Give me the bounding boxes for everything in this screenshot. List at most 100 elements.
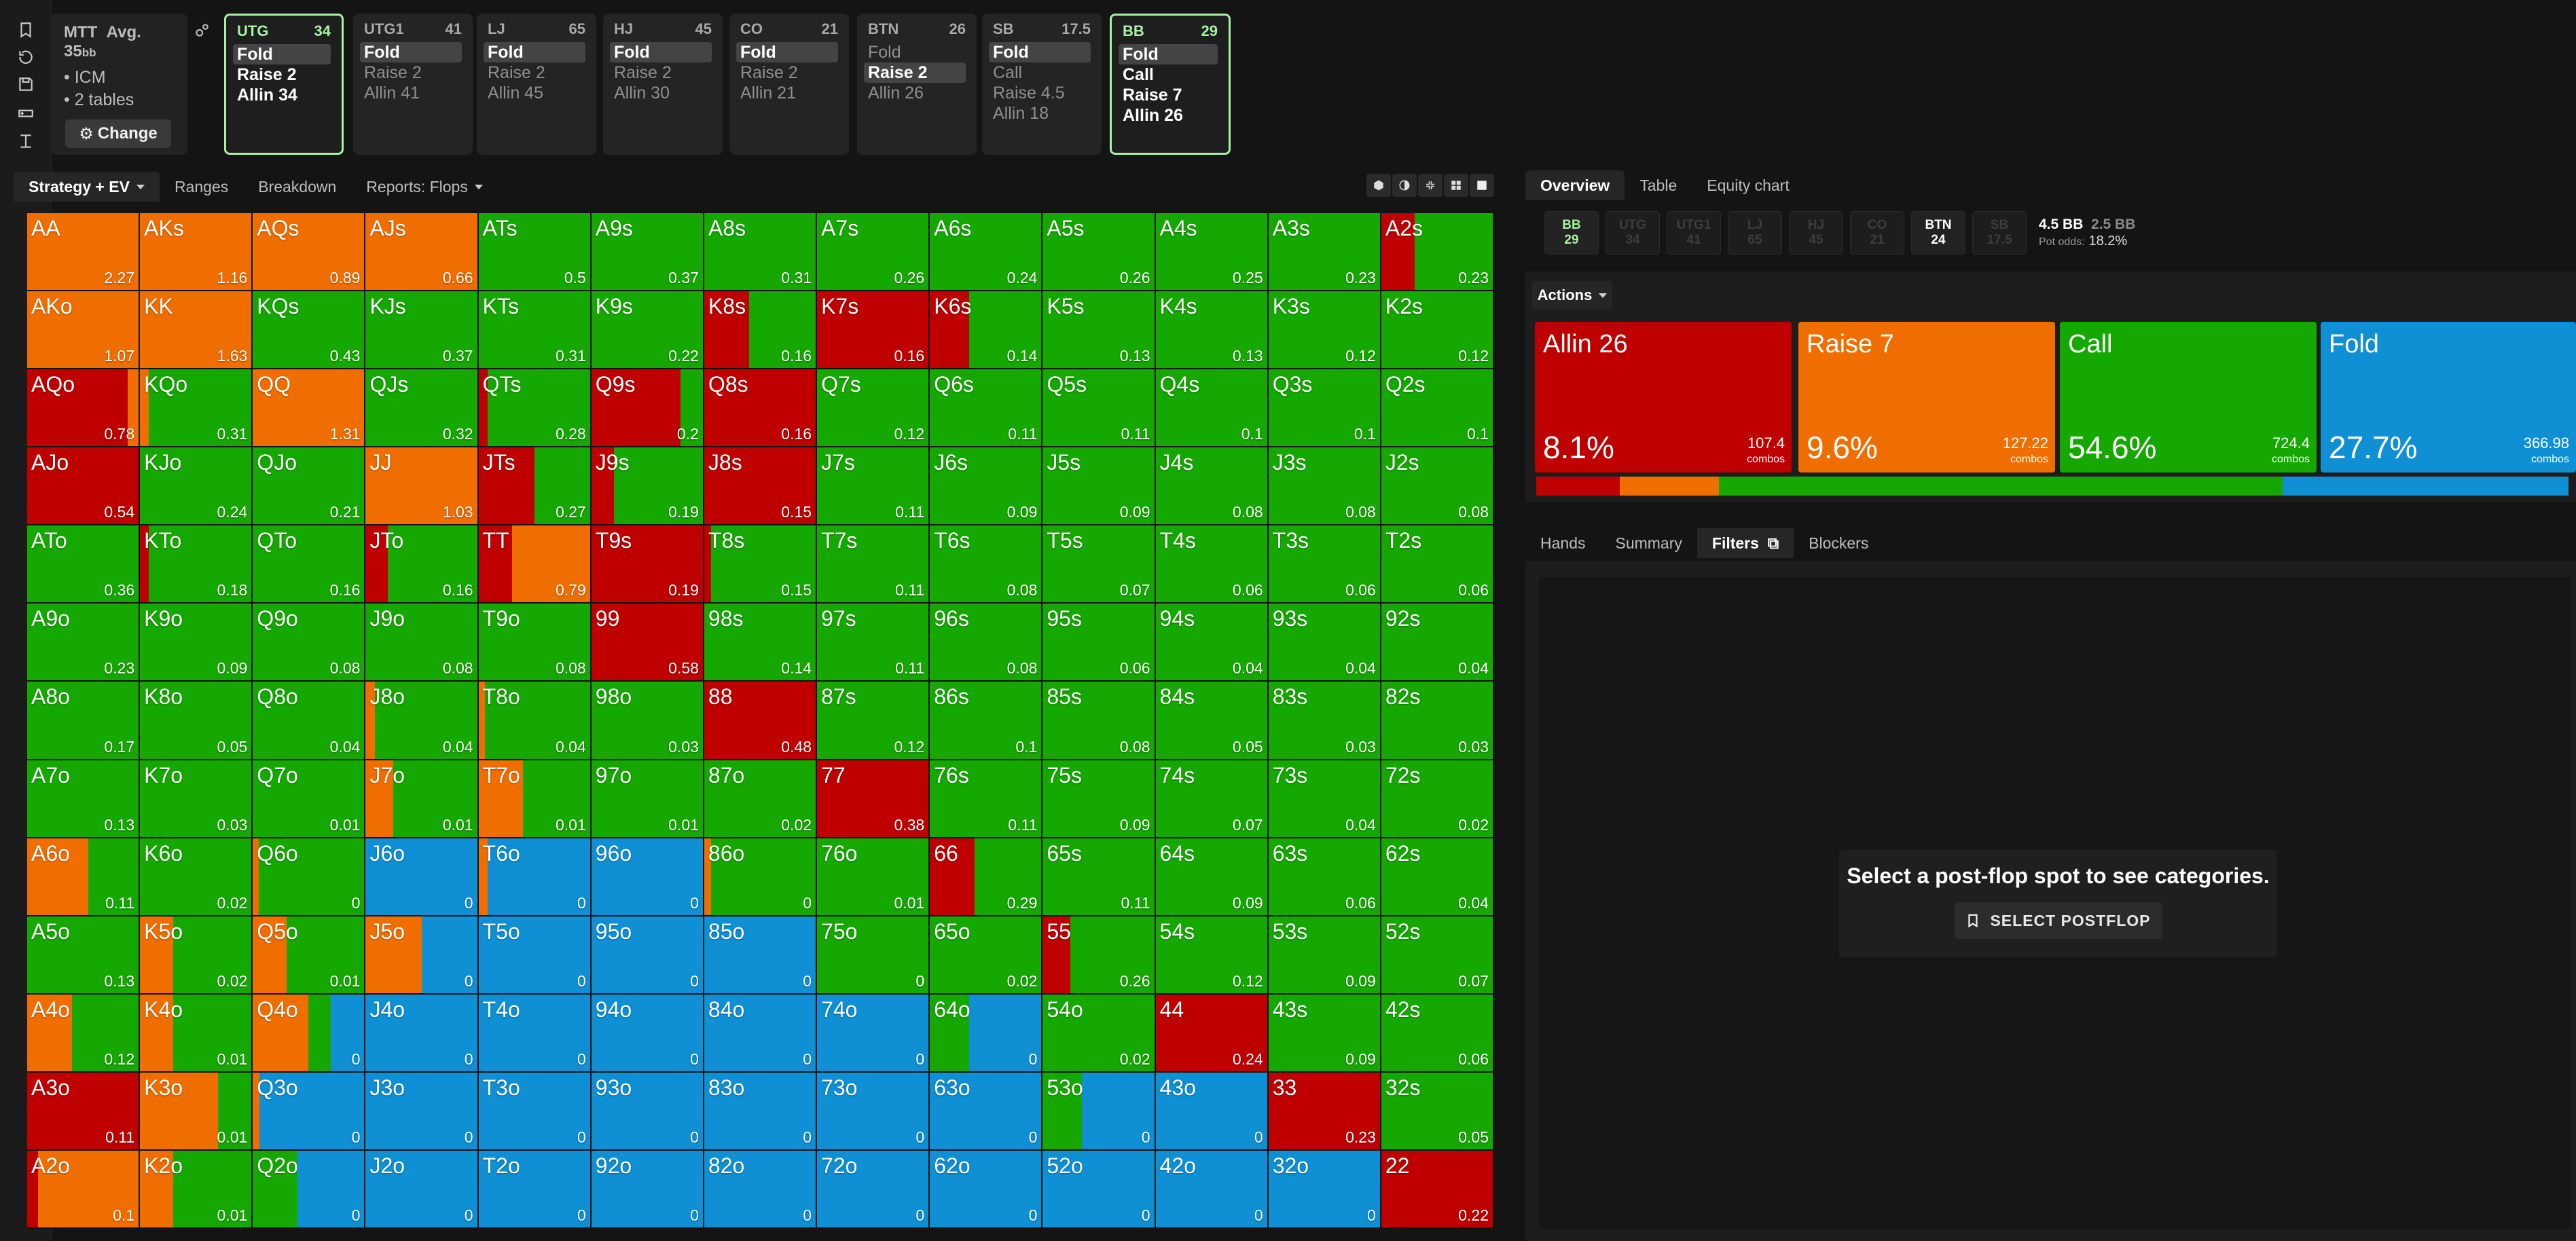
position-action[interactable]: Raise 2 [864, 62, 966, 83]
hand-cell[interactable]: JTo 0.16 [365, 525, 479, 604]
hand-cell[interactable]: J3s 0.08 [1268, 447, 1381, 526]
hand-cell[interactable]: 64s 0.09 [1155, 838, 1269, 916]
hand-cell[interactable]: A3s 0.23 [1268, 213, 1381, 292]
position-action[interactable]: Call [993, 63, 1023, 82]
position-action[interactable]: Raise 2 [237, 65, 297, 84]
hand-cell[interactable]: AQs 0.89 [253, 213, 366, 292]
hand-cell[interactable]: 62s 0.04 [1381, 838, 1494, 916]
hand-cell[interactable]: KTs 0.31 [478, 291, 592, 370]
compress-icon[interactable] [1418, 174, 1443, 197]
hand-cell[interactable]: AKo 1.07 [27, 291, 141, 370]
hand-cell[interactable]: KTo 0.18 [140, 525, 253, 604]
hand-cell[interactable]: K4o 0.01 [140, 994, 253, 1073]
hand-cell[interactable]: A3o 0.11 [27, 1072, 141, 1151]
hand-cell[interactable]: 83s 0.03 [1268, 682, 1381, 760]
square-icon[interactable] [1470, 174, 1494, 197]
hand-cell[interactable]: KJs 0.37 [365, 291, 479, 370]
hand-cell[interactable]: Q8o 0.04 [253, 682, 366, 760]
hand-cell[interactable]: QTo 0.16 [253, 525, 366, 604]
hand-cell[interactable]: K9o 0.09 [140, 604, 253, 682]
hand-cell[interactable]: AJo 0.54 [27, 447, 141, 526]
hand-cell[interactable]: 97o 0.01 [591, 760, 704, 838]
hand-cell[interactable]: A6s 0.24 [930, 213, 1043, 292]
position-action[interactable]: Raise 2 [364, 63, 422, 82]
hand-cell[interactable]: 94o 0 [591, 994, 704, 1073]
hand-cell[interactable]: QJs 0.32 [365, 369, 479, 448]
hand-cell[interactable]: J3o 0 [365, 1072, 479, 1151]
position-card-bb[interactable]: BB 29 Fold Call Raise 7 Allin 26 [1110, 14, 1231, 155]
hand-cell[interactable]: K5o 0.02 [140, 916, 253, 995]
hand-cell[interactable]: T8o 0.04 [478, 682, 592, 760]
hand-cell[interactable]: QTs 0.28 [478, 369, 592, 448]
position-card-co[interactable]: CO 21 Fold Raise 2 Allin 21 [729, 14, 849, 155]
hand-cell[interactable]: 85o 0 [704, 916, 818, 995]
hand-cell[interactable]: Q9o 0.08 [253, 604, 366, 682]
tab-overview[interactable]: Overview [1525, 170, 1625, 200]
hand-cell[interactable]: 95o 0 [591, 916, 704, 995]
position-action[interactable]: Raise 7 [1123, 86, 1182, 105]
hand-cell[interactable]: T3s 0.06 [1268, 525, 1381, 604]
hand-cell[interactable]: J6o 0 [365, 838, 479, 916]
hand-cell[interactable]: J2o 0 [365, 1150, 479, 1229]
hand-cell[interactable]: 63s 0.06 [1268, 838, 1381, 916]
position-action[interactable]: Fold [610, 42, 712, 62]
hand-cell[interactable]: QJo 0.21 [253, 447, 366, 526]
tab-breakdown[interactable]: Breakdown [258, 177, 337, 196]
hand-cell[interactable]: 52o 0 [1042, 1150, 1156, 1229]
hand-cell[interactable]: J2s 0.08 [1381, 447, 1494, 526]
position-card-hj[interactable]: HJ 45 Fold Raise 2 Allin 30 [603, 14, 723, 155]
hand-cell[interactable]: 85s 0.08 [1042, 682, 1156, 760]
hand-cell[interactable]: 52s 0.07 [1381, 916, 1494, 995]
hand-cell[interactable]: T9o 0.08 [478, 604, 592, 682]
select-postflop-button[interactable]: SELECT POSTFLOP [1954, 902, 2162, 939]
hand-cell[interactable]: Q5s 0.11 [1042, 369, 1156, 448]
hand-cell[interactable]: J8s 0.15 [704, 447, 818, 526]
tab-ranges[interactable]: Ranges [174, 177, 229, 196]
hand-cell[interactable]: K2o 0.01 [140, 1150, 253, 1229]
hand-cell[interactable]: 53s 0.09 [1268, 916, 1381, 995]
change-button[interactable]: ⚙ Change [65, 119, 171, 148]
hand-cell[interactable]: T4o 0 [478, 994, 592, 1073]
hand-cell[interactable]: JJ 1.03 [365, 447, 479, 526]
hand-cell[interactable]: K6o 0.02 [140, 838, 253, 916]
action-card-fold[interactable]: Fold 27.7% 366.98 combos [2321, 322, 2576, 473]
position-action[interactable]: Allin 30 [614, 84, 670, 103]
hand-cell[interactable]: 92o 0 [591, 1150, 704, 1229]
hand-cell[interactable]: KQo 0.31 [140, 369, 253, 448]
hand-cell[interactable]: Q7o 0.01 [253, 760, 366, 838]
hand-cell[interactable]: 73o 0 [817, 1072, 930, 1151]
tab-summary[interactable]: Summary [1615, 534, 1682, 552]
hand-cell[interactable]: 98o 0.03 [591, 682, 704, 760]
hand-cell[interactable]: KJo 0.24 [140, 447, 253, 526]
hand-cell[interactable]: 65o 0.02 [930, 916, 1043, 995]
hand-cell[interactable]: 54s 0.12 [1155, 916, 1269, 995]
hand-cell[interactable]: K5s 0.13 [1042, 291, 1156, 370]
hand-cell[interactable]: 98s 0.14 [704, 604, 818, 682]
history-icon[interactable] [16, 48, 35, 67]
hand-cell[interactable]: 82s 0.03 [1381, 682, 1494, 760]
position-action[interactable]: Allin 41 [364, 84, 420, 103]
position-action[interactable]: Allin 18 [993, 104, 1049, 123]
hand-cell[interactable]: ATo 0.36 [27, 525, 141, 604]
hand-cell[interactable]: TT 0.79 [478, 525, 592, 604]
hand-cell[interactable]: 84o 0 [704, 994, 818, 1073]
hand-cell[interactable]: Q4o 0 [253, 994, 366, 1073]
position-action[interactable]: Fold [1119, 44, 1218, 64]
hand-cell[interactable]: J6s 0.09 [930, 447, 1043, 526]
hand-cell[interactable]: 76s 0.11 [930, 760, 1043, 838]
hand-cell[interactable]: K3s 0.12 [1268, 291, 1381, 370]
hand-cell[interactable]: AKs 1.16 [140, 213, 253, 292]
hand-cell[interactable]: 43s 0.09 [1268, 994, 1381, 1073]
tab-blockers[interactable]: Blockers [1809, 534, 1869, 552]
position-action[interactable]: Fold [360, 42, 462, 62]
hand-cell[interactable]: 32o 0 [1268, 1150, 1381, 1229]
hand-cell[interactable]: T2o 0 [478, 1150, 592, 1229]
hand-cell[interactable]: 97s 0.11 [817, 604, 930, 682]
hand-cell[interactable]: 72o 0 [817, 1150, 930, 1229]
hand-cell[interactable]: AJs 0.66 [365, 213, 479, 292]
position-action[interactable]: Raise 2 [740, 63, 798, 82]
position-action[interactable]: Allin 26 [1123, 106, 1183, 125]
spot-co[interactable]: CO 21 [1850, 211, 1904, 255]
hand-cell[interactable]: A9s 0.37 [591, 213, 704, 292]
save-icon[interactable] [16, 75, 35, 94]
